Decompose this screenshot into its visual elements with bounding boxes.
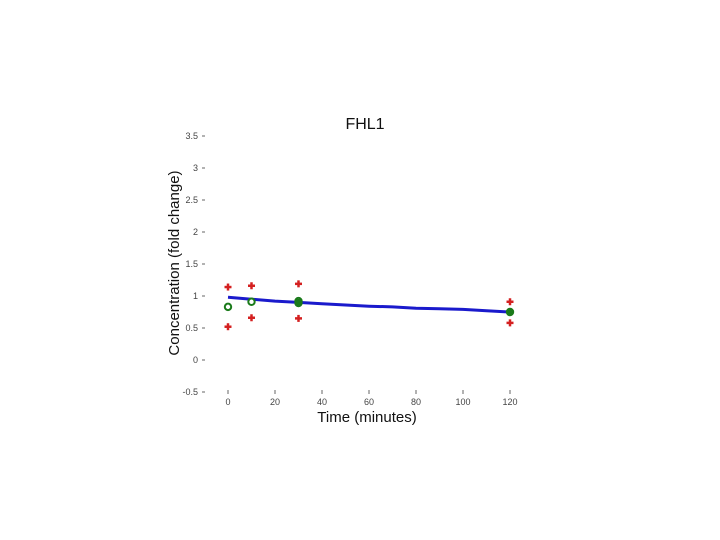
marker-layer: [223, 280, 515, 331]
upper-bound-point: [224, 283, 232, 291]
y-tick-label: 2.5: [185, 195, 198, 205]
lower-bound-point: [295, 314, 302, 322]
mean-point: [223, 302, 233, 312]
y-tick-label: 0.5: [185, 323, 198, 333]
y-tick-label: 3: [193, 163, 198, 173]
x-tick-label: 20: [270, 397, 280, 407]
mean-point: [294, 298, 303, 308]
x-tick-label: 80: [411, 397, 421, 407]
chart-title: FHL1: [345, 116, 384, 133]
x-tick-label: 100: [455, 397, 470, 407]
lower-bound-point: [506, 319, 514, 327]
y-tick-label: 1: [193, 291, 198, 301]
mean-point: [247, 297, 256, 306]
y-tick-label: 2: [193, 227, 198, 237]
upper-bound-point: [295, 280, 302, 288]
fit-line: [227, 295, 511, 314]
y-tick-label: -0.5: [182, 387, 198, 397]
y-tick-label: 3.5: [185, 131, 198, 141]
x-tick-label: 120: [502, 397, 517, 407]
fit-line-layer: [227, 295, 511, 314]
x-tick-label: 0: [225, 397, 230, 407]
mean-point: [505, 307, 515, 317]
lower-bound-point: [248, 314, 255, 322]
y-tick-label: 1.5: [185, 259, 198, 269]
x-axis: 0 20 40 60 80 100 120: [225, 390, 518, 407]
y-tick-label: 0: [193, 355, 198, 365]
y-axis-label: Concentration (fold change): [166, 170, 183, 355]
upper-bound-point: [506, 298, 514, 306]
x-tick-label: 60: [364, 397, 374, 407]
lower-bound-point: [224, 323, 232, 331]
y-axis: -0.5 0 0.5 1 1.5 2 2.5 3 3.5: [182, 131, 205, 397]
x-axis-label: Time (minutes): [317, 409, 416, 426]
x-tick-label: 40: [317, 397, 327, 407]
upper-bound-point: [248, 282, 255, 290]
